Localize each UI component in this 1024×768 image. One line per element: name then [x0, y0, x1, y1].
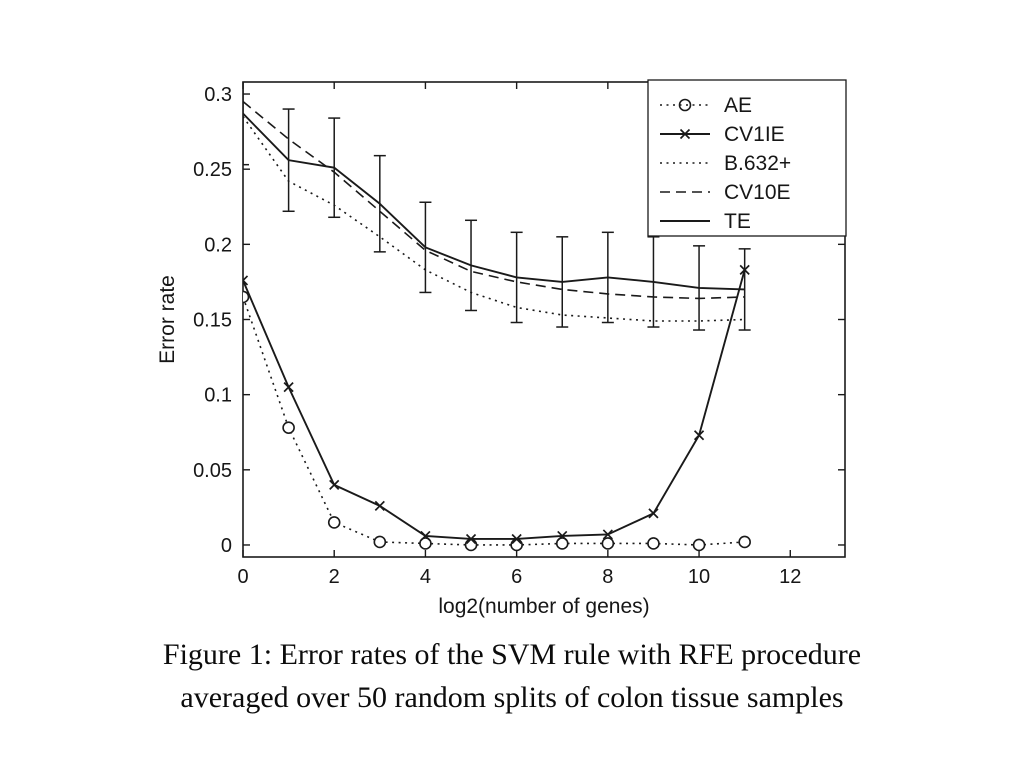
x-axis-label: log2(number of genes)	[438, 595, 649, 618]
legend-label-B.632+: B.632+	[724, 152, 791, 175]
legend-label-CV10E: CV10E	[724, 181, 791, 204]
y-tick-label: 0.05	[193, 460, 232, 482]
figure-caption-line1: Figure 1: Error rates of the SVM rule wi…	[162, 638, 862, 671]
y-tick-label: 0.15	[193, 310, 232, 332]
x-tick-label: 10	[688, 566, 710, 588]
series-line-CV1IE	[243, 269, 746, 540]
y-axis-label: Error rate	[156, 275, 179, 364]
y-tick-label: 0.25	[193, 159, 232, 181]
figure-caption: Figure 1: Error rates of the SVM rule wi…	[40, 634, 984, 719]
legend: AE CV1IE B.632+ CV10E TE	[647, 79, 847, 237]
x-tick-label: 0	[237, 566, 248, 588]
series-line-TE	[243, 112, 745, 291]
legend-label-AE: AE	[724, 94, 752, 117]
figure-caption-line2: averaged over 50 random splits of colon …	[180, 680, 844, 714]
plot-area	[243, 82, 751, 552]
chart-svg: 0 2 4 6 8 10 12 0 0.05 0.1 0.15 0.2 0.25 0.3 log2(numb…	[156, 79, 847, 618]
x-tick-label: 12	[779, 566, 801, 588]
x-tick-label: 4	[420, 566, 431, 588]
legend-label-TE: TE	[724, 210, 751, 233]
x-tick-label: 6	[511, 566, 522, 588]
y-tick-label: 0	[221, 535, 232, 557]
x-tick-label: 8	[602, 566, 613, 588]
series-line-AE	[243, 296, 745, 546]
y-tick-label: 0.1	[204, 385, 232, 407]
error-rate-figure: 0 2 4 6 8 10 12 0 0.05 0.1 0.15 0.2 0.25 0.3 log2(numb…	[150, 52, 940, 652]
series-line-CV10E	[243, 100, 745, 300]
x-tick-label: 2	[329, 566, 340, 588]
y-tick-label: 0.3	[204, 84, 232, 106]
legend-label-CV1IE: CV1IE	[724, 123, 785, 146]
y-tick-label: 0.2	[204, 234, 232, 256]
